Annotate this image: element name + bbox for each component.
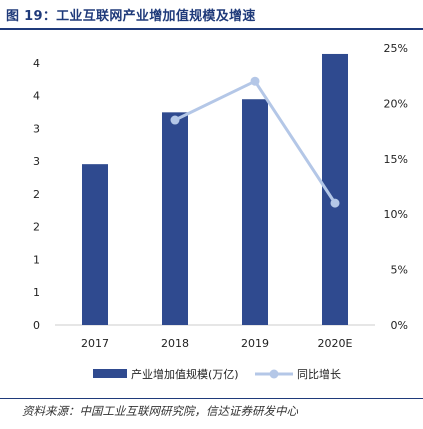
x-tick-label: 2020E [318, 337, 353, 350]
bar [242, 99, 268, 326]
right-axis-ticks: 0% 5% 10% 15% 20% 25% [384, 42, 408, 332]
bar-series [82, 53, 348, 326]
right-tick-label: 25% [384, 42, 408, 55]
left-tick-label: 2 [33, 188, 40, 201]
x-axis-ticks: 2017 2018 2019 2020E [81, 337, 353, 350]
right-tick-label: 10% [384, 208, 408, 221]
right-tick-label: 0% [391, 319, 408, 332]
x-tick-label: 2018 [161, 337, 189, 350]
left-axis-ticks: 0 1 1 2 2 3 3 4 4 [33, 57, 40, 332]
left-tick-label: 3 [33, 155, 40, 168]
right-tick-label: 15% [384, 153, 408, 166]
right-tick-label: 5% [391, 264, 408, 277]
left-tick-label: 3 [33, 122, 40, 135]
source-rule [0, 398, 423, 399]
left-tick-label: 2 [33, 221, 40, 234]
x-tick-label: 2017 [81, 337, 109, 350]
left-tick-label: 4 [33, 57, 40, 70]
bar [162, 112, 188, 326]
figure-title: 图 19：工业互联网产业增加值规模及增速 [6, 9, 256, 24]
title-rule [0, 28, 423, 30]
bar [82, 164, 108, 325]
left-tick-label: 1 [33, 253, 40, 266]
left-tick-label: 1 [33, 286, 40, 299]
legend: 产业增加值规模(万亿) 同比增长 [93, 367, 341, 381]
growth-point [330, 198, 340, 208]
line-series [170, 76, 340, 208]
source-note: 资料来源：中国工业互联网研究院，信达证券研发中心 [22, 404, 298, 418]
x-tick-label: 2019 [241, 337, 269, 350]
legend-bar-label: 产业增加值规模(万亿) [131, 367, 239, 381]
left-tick-label: 0 [33, 319, 40, 332]
growth-point [170, 115, 180, 125]
legend-line-marker [269, 369, 279, 379]
right-tick-label: 20% [384, 97, 408, 110]
legend-bar-swatch [93, 369, 127, 378]
legend-line-label: 同比增长 [297, 367, 341, 381]
growth-point [250, 76, 260, 86]
left-tick-label: 4 [33, 90, 40, 103]
